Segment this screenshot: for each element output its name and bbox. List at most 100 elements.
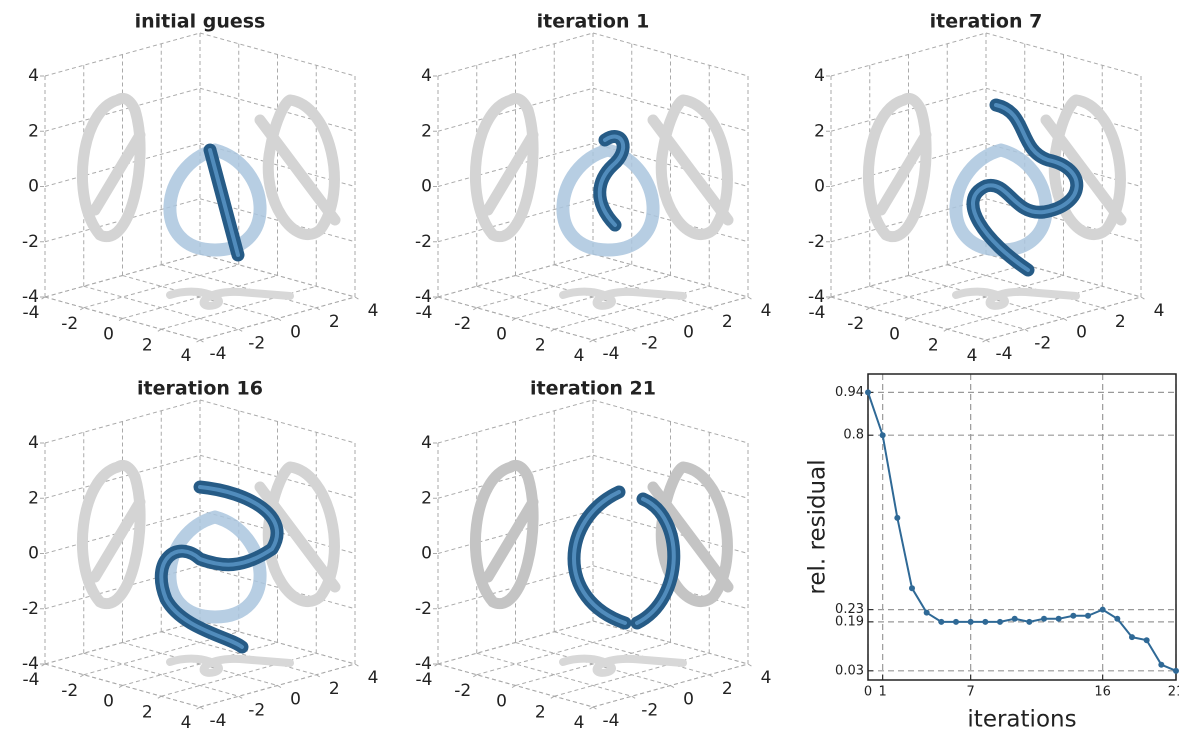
solution-highlight xyxy=(971,103,1079,272)
x-tick-label: -4 xyxy=(809,303,826,323)
grid-line xyxy=(908,275,1064,319)
grid-line xyxy=(83,285,239,330)
chart-title: iteration 21 xyxy=(530,378,656,400)
shadow-floor xyxy=(166,654,294,677)
x-tick-label: 0 xyxy=(103,692,114,712)
y-tick-label: 4 xyxy=(761,668,772,688)
point xyxy=(1041,615,1047,622)
z-tick-label: 0 xyxy=(814,177,825,197)
x-tick-label: 4 xyxy=(967,346,978,366)
tick-mark xyxy=(39,296,46,301)
tick-mark xyxy=(1101,307,1108,312)
y-tick-label: 0 xyxy=(1076,323,1087,343)
x-tick-label: -4 xyxy=(416,670,433,690)
tick-mark xyxy=(708,307,715,312)
z-tick-label: -2 xyxy=(808,232,825,252)
grid-line xyxy=(554,631,710,676)
tick-mark xyxy=(587,706,594,711)
z-tick-label: 0 xyxy=(421,177,432,197)
shadow-right xyxy=(647,94,734,240)
tick-mark xyxy=(199,339,206,344)
tick-mark xyxy=(510,318,516,322)
panel-3d: iteration 1 -4 -2 0 2 4 -4 -2 0 2 4 -4 -2 0 2 4 xyxy=(415,11,771,367)
y-tick-label: 0 xyxy=(683,690,694,710)
z-tick-label: -2 xyxy=(415,599,432,619)
grid-line xyxy=(476,285,632,330)
z-tick-label: 0 xyxy=(421,544,432,564)
x-tick-label: 2 xyxy=(928,335,939,355)
shadow-left xyxy=(470,92,539,243)
tick-mark xyxy=(631,695,638,700)
y-tick-label: -4 xyxy=(210,344,227,364)
tick-mark xyxy=(825,296,832,301)
grid-line xyxy=(476,631,632,676)
grid-line xyxy=(592,253,749,298)
tick-mark xyxy=(39,663,46,668)
grid-line xyxy=(985,198,1142,243)
point xyxy=(938,618,945,625)
y-tick-label: 2 xyxy=(329,312,340,332)
x-tick-label: 0 xyxy=(496,325,507,345)
tick-mark xyxy=(78,674,85,679)
panel-3d: initial guess -4 -2 0 2 4 -4 -2 0 2 4 -4 -2 0 2 4 xyxy=(22,11,378,367)
series-line xyxy=(867,392,1177,672)
grid-line xyxy=(592,198,749,243)
tick-mark xyxy=(631,328,638,333)
grid-line xyxy=(869,285,1025,330)
solution-highlight xyxy=(208,148,240,257)
tick-mark xyxy=(548,695,555,700)
tick-mark xyxy=(194,339,201,344)
tick-mark xyxy=(117,685,123,689)
x-tick-label: 4 xyxy=(574,346,585,366)
tick-mark xyxy=(587,339,594,344)
panel-3d: iteration 7 -4 -2 0 2 4 -4 -2 0 2 4 -4 -2 0 2 4 xyxy=(808,11,1164,367)
point xyxy=(879,432,886,439)
grid-line xyxy=(83,652,239,697)
point xyxy=(953,618,959,625)
grid-line xyxy=(869,264,1025,309)
y-tick-label: 0 xyxy=(683,323,694,343)
x-tick-label: 2 xyxy=(535,335,546,355)
y-tick-label: 2 xyxy=(722,312,733,332)
tick-mark xyxy=(548,328,555,333)
y-tick-label: 4 xyxy=(368,668,379,688)
grid-line xyxy=(199,565,356,610)
z-tick-label: -4 xyxy=(415,654,432,674)
x-tick-label: -2 xyxy=(454,681,471,701)
z-tick-label: -2 xyxy=(415,232,432,252)
grid-line xyxy=(947,264,1103,309)
x-tick-label: 0 xyxy=(496,692,507,712)
tick-mark xyxy=(194,706,201,711)
x-tick-label: 2 xyxy=(142,702,153,722)
x-tick-label: 2 xyxy=(142,335,153,355)
chart-title: iteration 1 xyxy=(537,11,650,33)
tick-mark xyxy=(980,339,987,344)
grid-line xyxy=(83,264,239,309)
tick-mark xyxy=(941,328,948,333)
point xyxy=(1143,637,1150,644)
y-tick-label: 0.03 xyxy=(835,663,864,678)
z-tick-label: -4 xyxy=(22,287,39,307)
z-tick-label: -4 xyxy=(22,654,39,674)
tick-mark xyxy=(510,685,516,689)
grid-line xyxy=(199,620,356,665)
x-tick-label: 0 xyxy=(889,325,900,345)
tick-mark xyxy=(670,318,676,322)
tick-mark xyxy=(277,318,283,322)
tick-mark xyxy=(592,706,599,711)
grid-line xyxy=(554,264,710,309)
z-tick-label: 2 xyxy=(28,121,39,141)
tick-mark xyxy=(471,674,478,679)
y-tick-label: -2 xyxy=(1034,333,1051,353)
y-tick-label: -4 xyxy=(210,711,227,731)
x-tick-label: 0 xyxy=(103,325,114,345)
shadow-floor xyxy=(559,287,687,310)
x-tick-label: 7 xyxy=(967,685,975,700)
tick-mark xyxy=(747,296,754,301)
tick-mark xyxy=(592,339,599,344)
z-tick-label: 2 xyxy=(421,488,432,508)
x-tick-label: 2 xyxy=(535,702,546,722)
tick-mark xyxy=(903,318,909,322)
solution-highlight xyxy=(159,485,280,649)
